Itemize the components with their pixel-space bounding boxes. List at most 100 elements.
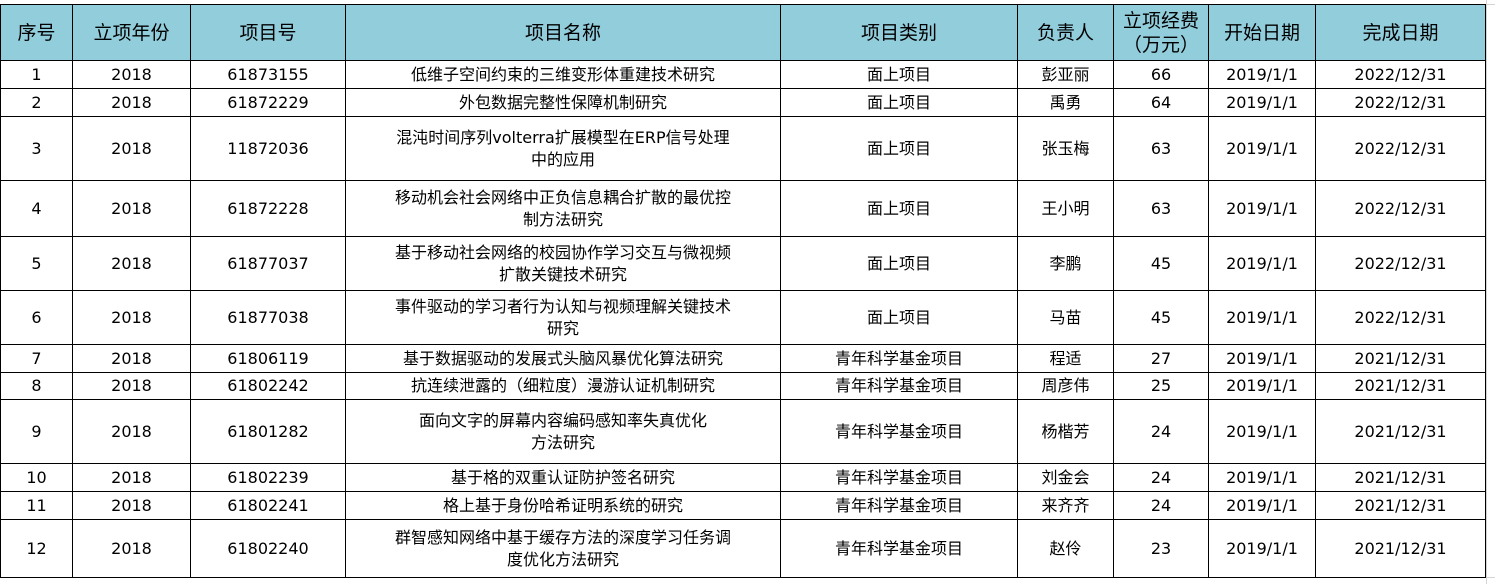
- cell-funding[interactable]: 24: [1113, 491, 1209, 520]
- header-col-leader[interactable]: 负责人: [1017, 4, 1114, 61]
- cell-project-id[interactable]: 61877038: [190, 290, 346, 345]
- cell-index[interactable]: 6: [0, 290, 73, 345]
- cell-funding[interactable]: 24: [1113, 463, 1209, 492]
- cell-start-date[interactable]: 2019/1/1: [1208, 116, 1316, 181]
- cell-funding[interactable]: 27: [1113, 344, 1209, 373]
- cell-year[interactable]: 2018: [72, 372, 191, 400]
- header-col-index[interactable]: 序号: [0, 4, 73, 61]
- cell-start-date[interactable]: 2019/1/1: [1208, 372, 1316, 400]
- cell-start-date[interactable]: 2019/1/1: [1208, 344, 1316, 373]
- cell-project-id[interactable]: 61873155: [190, 60, 346, 89]
- cell-category[interactable]: 青年科学基金项目: [780, 519, 1018, 578]
- cell-funding[interactable]: 45: [1113, 290, 1209, 345]
- cell-end-date[interactable]: 2021/12/31: [1315, 344, 1486, 373]
- cell-end-date[interactable]: 2022/12/31: [1315, 88, 1486, 117]
- cell-category[interactable]: 面上项目: [780, 60, 1018, 89]
- cell-index[interactable]: 4: [0, 180, 73, 237]
- cell-leader[interactable]: 程适: [1017, 344, 1114, 373]
- cell-end-date[interactable]: 2021/12/31: [1315, 399, 1486, 464]
- cell-project-name[interactable]: 低维子空间约束的三维变形体重建技术研究: [345, 60, 781, 89]
- cell-project-name[interactable]: 事件驱动的学习者行为认知与视频理解关键技术 研究: [345, 290, 781, 345]
- cell-project-name[interactable]: 基于数据驱动的发展式头脑风暴优化算法研究: [345, 344, 781, 373]
- cell-project-name[interactable]: 混沌时间序列volterra扩展模型在ERP信号处理 中的应用: [345, 116, 781, 181]
- cell-category[interactable]: 面上项目: [780, 236, 1018, 291]
- cell-category[interactable]: 青年科学基金项目: [780, 344, 1018, 373]
- cell-leader[interactable]: 彭亚丽: [1017, 60, 1114, 89]
- cell-start-date[interactable]: 2019/1/1: [1208, 491, 1316, 520]
- cell-project-id[interactable]: 61872229: [190, 88, 346, 117]
- cell-year[interactable]: 2018: [72, 344, 191, 373]
- cell-end-date[interactable]: 2022/12/31: [1315, 116, 1486, 181]
- cell-start-date[interactable]: 2019/1/1: [1208, 88, 1316, 117]
- cell-year[interactable]: 2018: [72, 290, 191, 345]
- cell-funding[interactable]: 66: [1113, 60, 1209, 89]
- cell-project-name[interactable]: 格上基于身份哈希证明系统的研究: [345, 491, 781, 520]
- header-col-end-date[interactable]: 完成日期: [1315, 4, 1486, 61]
- cell-start-date[interactable]: 2019/1/1: [1208, 463, 1316, 492]
- cell-end-date[interactable]: 2022/12/31: [1315, 180, 1486, 237]
- cell-project-id[interactable]: 61802242: [190, 372, 346, 400]
- cell-project-name[interactable]: 抗连续泄露的（细粒度）漫游认证机制研究: [345, 372, 781, 400]
- cell-year[interactable]: 2018: [72, 88, 191, 117]
- cell-funding[interactable]: 64: [1113, 88, 1209, 117]
- cell-start-date[interactable]: 2019/1/1: [1208, 399, 1316, 464]
- cell-funding[interactable]: 63: [1113, 116, 1209, 181]
- cell-project-id[interactable]: 61802241: [190, 491, 346, 520]
- cell-end-date[interactable]: 2022/12/31: [1315, 60, 1486, 89]
- cell-project-name[interactable]: 基于移动社会网络的校园协作学习交互与微视频 扩散关键技术研究: [345, 236, 781, 291]
- cell-start-date[interactable]: 2019/1/1: [1208, 60, 1316, 89]
- cell-index[interactable]: 2: [0, 88, 73, 117]
- header-col-start-date[interactable]: 开始日期: [1208, 4, 1316, 61]
- cell-year[interactable]: 2018: [72, 60, 191, 89]
- cell-index[interactable]: 9: [0, 399, 73, 464]
- cell-start-date[interactable]: 2019/1/1: [1208, 236, 1316, 291]
- cell-leader[interactable]: 禹勇: [1017, 88, 1114, 117]
- cell-category[interactable]: 青年科学基金项目: [780, 463, 1018, 492]
- cell-project-id[interactable]: 61872228: [190, 180, 346, 237]
- cell-index[interactable]: 12: [0, 519, 73, 578]
- cell-index[interactable]: 3: [0, 116, 73, 181]
- cell-index[interactable]: 8: [0, 372, 73, 400]
- cell-category[interactable]: 面上项目: [780, 290, 1018, 345]
- cell-project-id[interactable]: 61806119: [190, 344, 346, 373]
- cell-project-name[interactable]: 面向文字的屏幕内容编码感知率失真优化 方法研究: [345, 399, 781, 464]
- cell-project-name[interactable]: 基于格的双重认证防护签名研究: [345, 463, 781, 492]
- cell-start-date[interactable]: 2019/1/1: [1208, 519, 1316, 578]
- cell-funding[interactable]: 45: [1113, 236, 1209, 291]
- cell-funding[interactable]: 25: [1113, 372, 1209, 400]
- cell-category[interactable]: 青年科学基金项目: [780, 491, 1018, 520]
- cell-leader[interactable]: 赵伶: [1017, 519, 1114, 578]
- cell-project-name[interactable]: 移动机会社会网络中正负信息耦合扩散的最优控 制方法研究: [345, 180, 781, 237]
- cell-category[interactable]: 面上项目: [780, 116, 1018, 181]
- cell-index[interactable]: 7: [0, 344, 73, 373]
- cell-project-id[interactable]: 61802240: [190, 519, 346, 578]
- header-col-project-id[interactable]: 项目号: [190, 4, 346, 61]
- cell-index[interactable]: 1: [0, 60, 73, 89]
- cell-leader[interactable]: 来齐齐: [1017, 491, 1114, 520]
- cell-start-date[interactable]: 2019/1/1: [1208, 290, 1316, 345]
- cell-year[interactable]: 2018: [72, 399, 191, 464]
- cell-year[interactable]: 2018: [72, 236, 191, 291]
- cell-project-id[interactable]: 61877037: [190, 236, 346, 291]
- cell-end-date[interactable]: 2021/12/31: [1315, 519, 1486, 578]
- cell-project-name[interactable]: 外包数据完整性保障机制研究: [345, 88, 781, 117]
- cell-category[interactable]: 青年科学基金项目: [780, 399, 1018, 464]
- cell-funding[interactable]: 24: [1113, 399, 1209, 464]
- header-col-category[interactable]: 项目类别: [780, 4, 1018, 61]
- cell-category[interactable]: 面上项目: [780, 88, 1018, 117]
- cell-leader[interactable]: 张玉梅: [1017, 116, 1114, 181]
- cell-start-date[interactable]: 2019/1/1: [1208, 180, 1316, 237]
- cell-end-date[interactable]: 2021/12/31: [1315, 463, 1486, 492]
- cell-year[interactable]: 2018: [72, 519, 191, 578]
- cell-end-date[interactable]: 2022/12/31: [1315, 236, 1486, 291]
- cell-year[interactable]: 2018: [72, 463, 191, 492]
- cell-category[interactable]: 青年科学基金项目: [780, 372, 1018, 400]
- cell-project-name[interactable]: 群智感知网络中基于缓存方法的深度学习任务调 度优化方法研究: [345, 519, 781, 578]
- cell-leader[interactable]: 马苗: [1017, 290, 1114, 345]
- cell-index[interactable]: 11: [0, 491, 73, 520]
- cell-year[interactable]: 2018: [72, 491, 191, 520]
- cell-funding[interactable]: 63: [1113, 180, 1209, 237]
- cell-project-id[interactable]: 11872036: [190, 116, 346, 181]
- cell-end-date[interactable]: 2021/12/31: [1315, 372, 1486, 400]
- cell-leader[interactable]: 李鹏: [1017, 236, 1114, 291]
